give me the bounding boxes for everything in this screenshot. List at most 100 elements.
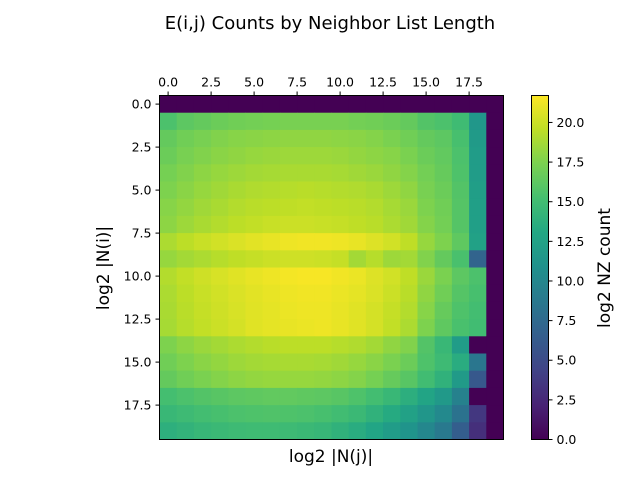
heatmap-cell (469, 301, 487, 320)
heatmap-cell (193, 250, 212, 268)
heatmap-cell (176, 147, 195, 165)
heatmap-cell (176, 164, 195, 182)
heatmap-cell (159, 164, 178, 182)
heatmap-cell (211, 112, 229, 131)
heatmap-cell (451, 267, 470, 286)
heatmap-cell (262, 233, 281, 251)
heatmap-cell (159, 95, 178, 114)
heatmap-cell (176, 319, 195, 337)
heatmap-cell (451, 250, 470, 268)
heatmap-cell (176, 198, 195, 217)
heatmap-cell (331, 370, 350, 389)
heatmap-cell (279, 336, 298, 354)
heatmap-cell (434, 215, 453, 234)
y-tick-label: 0.0 (132, 97, 152, 112)
heatmap-cell (348, 181, 367, 200)
heatmap-cell (417, 387, 436, 406)
heatmap-cell (486, 336, 504, 354)
heatmap-cell (314, 129, 332, 148)
heatmap-cell (365, 284, 384, 303)
heatmap-cell (211, 319, 229, 337)
heatmap-cell (348, 301, 367, 320)
heatmap-cell (279, 387, 298, 406)
heatmap-cell (193, 215, 212, 234)
heatmap-cell (228, 250, 246, 268)
heatmap-cell (297, 129, 315, 148)
heatmap-cell (228, 301, 246, 320)
heatmap-cell (193, 301, 212, 320)
heatmap-cell (314, 387, 332, 406)
heatmap-cell (469, 267, 487, 286)
heatmap-cell (331, 301, 350, 320)
heatmap-cell (193, 284, 212, 303)
heatmap-cell (279, 147, 298, 165)
heatmap-cell (176, 370, 195, 389)
heatmap-cell (400, 319, 418, 337)
heatmap-cell (417, 250, 436, 268)
heatmap-cell (211, 198, 229, 217)
heatmap-cell (434, 95, 453, 114)
heatmap-cell (279, 233, 298, 251)
heatmap-cell (365, 250, 384, 268)
heatmap-cell (279, 405, 298, 423)
heatmap-cell (400, 301, 418, 320)
heatmap-cell (228, 198, 246, 217)
heatmap-cell (348, 198, 367, 217)
heatmap-cell (314, 336, 332, 354)
x-tick-label: 12.5 (369, 75, 397, 90)
heatmap-cell (297, 319, 315, 337)
heatmap-cell (193, 95, 212, 114)
heatmap-cell (400, 267, 418, 286)
heatmap-cell (159, 353, 178, 372)
heatmap-cell (228, 267, 246, 286)
heatmap-cell (245, 250, 264, 268)
heatmap-cell (279, 284, 298, 303)
heatmap-cell (211, 147, 229, 165)
heatmap-cell (262, 95, 281, 114)
heatmap-cell (417, 233, 436, 251)
heatmap-cell (383, 112, 401, 131)
heatmap-cell (159, 301, 178, 320)
heatmap-cell (297, 181, 315, 200)
heatmap-cell (348, 147, 367, 165)
heatmap-cell (383, 284, 401, 303)
heatmap-cell (400, 250, 418, 268)
heatmap-cell (348, 95, 367, 114)
heatmap-cell (417, 95, 436, 114)
heatmap-cell (314, 284, 332, 303)
heatmap-cell (486, 301, 504, 320)
y-tick-label: 7.5 (132, 226, 152, 241)
heatmap-cell (469, 181, 487, 200)
heatmap-cell (365, 129, 384, 148)
heatmap-cell (228, 95, 246, 114)
heatmap-cell (451, 336, 470, 354)
heatmap-cell (211, 405, 229, 423)
colorbar-tick-label: 0.0 (557, 432, 577, 447)
heatmap-cell (193, 112, 212, 131)
heatmap-cell (176, 422, 195, 440)
heatmap-cell (297, 387, 315, 406)
heatmap-cell (486, 422, 504, 440)
heatmap-cell (176, 284, 195, 303)
heatmap-cell (434, 405, 453, 423)
heatmap-cell (262, 164, 281, 182)
heatmap-cell (314, 250, 332, 268)
x-axis-top: 0.0 2.5 5.0 7.5 10.0 12.5 15.0 17.5 (158, 75, 483, 96)
colorbar-axis: 0.0 2.5 5.0 7.5 10.0 12.5 15.0 17.5 20.0 (548, 115, 584, 447)
colorbar-tick-label: 7.5 (557, 313, 577, 328)
heatmap-cell (262, 301, 281, 320)
heatmap-cell (348, 422, 367, 440)
heatmap-cell (348, 112, 367, 131)
heatmap-cell (400, 198, 418, 217)
heatmap-cell (262, 112, 281, 131)
heatmap-cell (279, 215, 298, 234)
heatmap-cell (400, 233, 418, 251)
heatmap-cell (417, 267, 436, 286)
heatmap-cell (245, 215, 264, 234)
heatmap-cell (469, 250, 487, 268)
heatmap-cell (400, 181, 418, 200)
heatmap-cell (279, 129, 298, 148)
heatmap-cell (348, 284, 367, 303)
heatmap-cell (400, 422, 418, 440)
heatmap-cell (245, 267, 264, 286)
